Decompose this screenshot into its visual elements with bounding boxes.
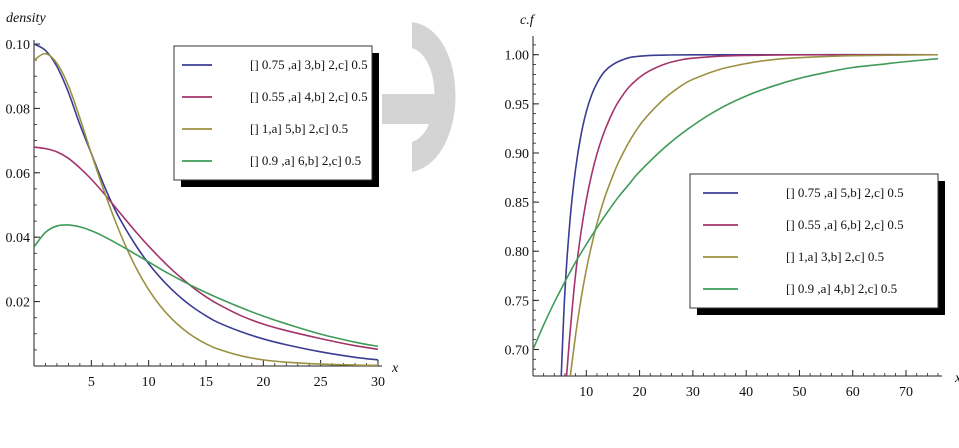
legend-label-3: [] 1,a] 3,b] 2,c] 0.5 xyxy=(786,249,884,264)
legend-label-4: [] 0.9 ,a] 6,b] 2,c] 0.5 xyxy=(250,153,361,168)
legend-label-2: [] 0.55 ,a] 6,b] 2,c] 0.5 xyxy=(786,217,904,232)
legend-label-1: [] 0.75 ,a] 3,b] 2,c] 0.5 xyxy=(250,57,368,72)
y-tick-label: 0.85 xyxy=(505,196,530,211)
density-chart: 5 10 15 20 25 30 0.02 0.04 0.06 0.08 0.10 density x [… xyxy=(6,11,400,390)
x-axis-label: x xyxy=(954,371,959,386)
x-tick-label: 5 xyxy=(88,375,95,390)
x-tick-label: 10 xyxy=(579,385,593,400)
y-tick-label: 0.06 xyxy=(6,167,31,182)
legend-label-1: [] 0.75 ,a] 5,b] 2,c] 0.5 xyxy=(786,185,904,200)
legend-label-3: [] 1,a] 5,b] 2,c] 0.5 xyxy=(250,121,348,136)
series-line-4 xyxy=(34,224,379,348)
legend: [] 0.75 ,a] 5,b] 2,c] 0.5 [] 0.55 ,a] 6,b… xyxy=(689,173,945,315)
x-tick-label: 10 xyxy=(142,375,156,390)
y-tick-label: 0.95 xyxy=(505,98,530,113)
x-tick-label: 60 xyxy=(846,385,860,400)
y-axis-label: density xyxy=(6,11,46,26)
x-tick-label: 50 xyxy=(792,385,806,400)
y-tick-label: 0.08 xyxy=(6,102,31,117)
series-line-1 xyxy=(34,43,379,361)
x-tick-label: 15 xyxy=(199,375,213,390)
x-tick-label: 40 xyxy=(739,385,753,400)
legend-label-2: [] 0.55 ,a] 4,b] 2,c] 0.5 xyxy=(250,89,368,104)
legend-box xyxy=(173,45,373,181)
y-tick-label: 0.02 xyxy=(6,296,31,311)
series-line-2 xyxy=(565,53,939,376)
y-tick-label: 0.70 xyxy=(505,343,530,358)
watermark-bar xyxy=(382,94,440,124)
y-tick-label: 0.80 xyxy=(505,245,530,260)
watermark-arc xyxy=(412,22,456,172)
x-tick-label: 20 xyxy=(256,375,270,390)
legend: [] 0.75 ,a] 3,b] 2,c] 0.5 [] 0.55 ,a] 4,b… xyxy=(173,45,379,187)
series-line-2 xyxy=(34,146,379,351)
series-line-1 xyxy=(560,53,939,376)
x-tick-label: 70 xyxy=(899,385,913,400)
x-tick-label: 30 xyxy=(686,385,700,400)
y-axis-label: c.f xyxy=(520,13,536,28)
y-tick-label: 0.90 xyxy=(505,147,530,162)
series-line-4 xyxy=(533,57,939,350)
x-axis-label: x xyxy=(391,361,399,376)
x-tick-label: 25 xyxy=(314,375,328,390)
y-tick-label: 0.10 xyxy=(6,38,31,53)
legend-box xyxy=(689,173,939,309)
y-tick-label: 0.75 xyxy=(505,294,530,309)
series-line-3 xyxy=(34,52,379,366)
y-tick-label: 1.00 xyxy=(505,49,530,64)
cdf-chart: 10 20 30 40 50 60 70 0.70 0.75 0.80 0.85 0.90 0.95 1.… xyxy=(505,13,959,400)
series-line-3 xyxy=(569,53,939,376)
x-tick-label: 30 xyxy=(371,375,385,390)
watermark-shape xyxy=(382,22,456,172)
x-tick-label: 20 xyxy=(633,385,647,400)
legend-label-4: [] 0.9 ,a] 4,b] 2,c] 0.5 xyxy=(786,281,897,296)
y-tick-label: 0.04 xyxy=(6,231,31,246)
